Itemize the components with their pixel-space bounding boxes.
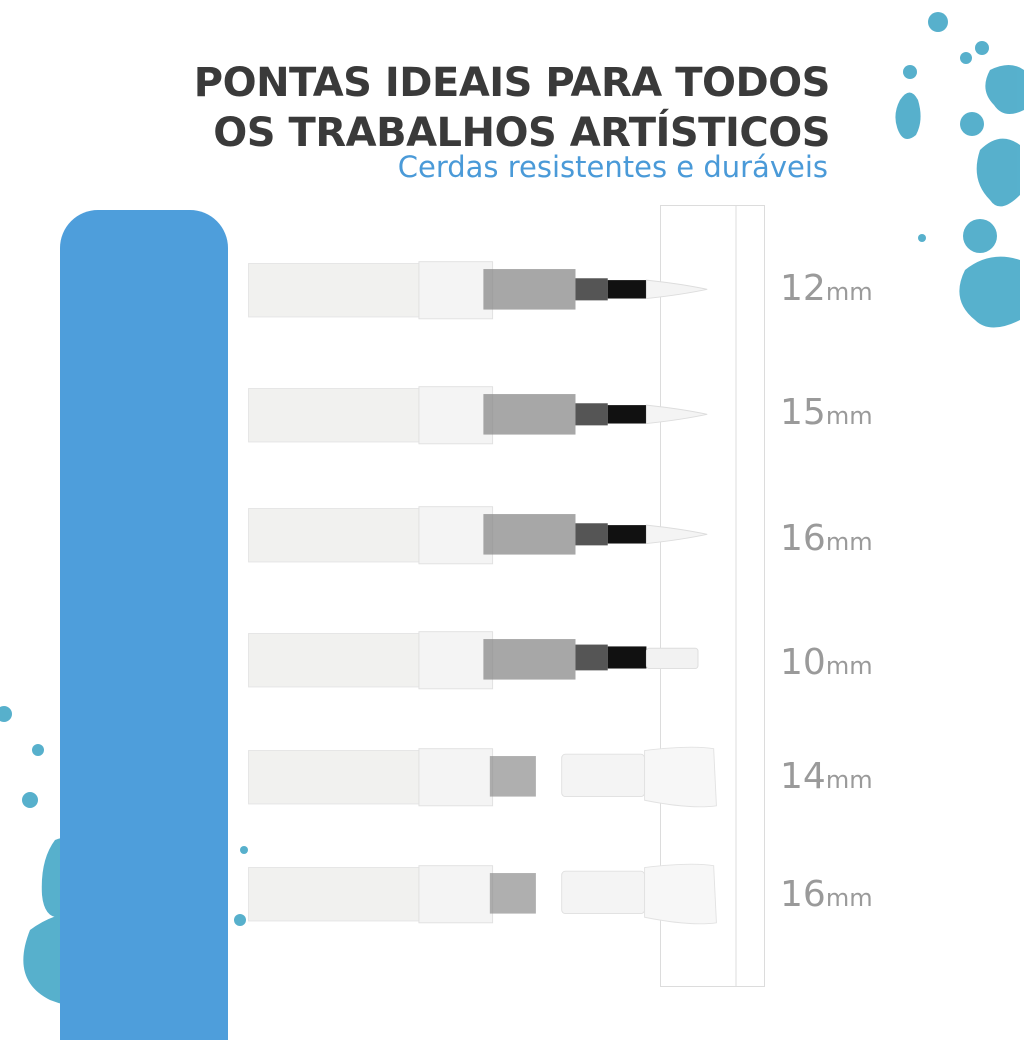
size-unit: mm — [825, 766, 873, 794]
page-subtitle: Cerdas resistentes e duráveis — [397, 150, 828, 184]
brush-size-label: 12mm — [780, 268, 873, 309]
size-unit: mm — [825, 884, 873, 912]
title-line-2: OS TRABALHOS ARTÍSTICOS — [213, 110, 830, 156]
brush-image — [248, 746, 717, 808]
brush-size-label: 16mm — [780, 518, 873, 559]
brush-image — [248, 386, 708, 445]
size-unit: mm — [825, 402, 873, 430]
title-line-1: PONTAS IDEAIS PARA TODOS — [193, 60, 831, 106]
brush-image — [248, 863, 717, 925]
size-number: 14 — [780, 756, 826, 797]
brush-image — [248, 631, 699, 690]
watercolor-splash-top-right — [895, 12, 1024, 328]
size-unit: mm — [825, 278, 873, 306]
size-number: 12 — [780, 268, 826, 309]
size-unit: mm — [825, 528, 873, 556]
brush-image — [248, 506, 708, 565]
size-number: 16 — [780, 874, 826, 915]
blue-side-bar — [60, 210, 228, 1040]
size-number: 10 — [780, 642, 826, 683]
measurement-guide — [660, 205, 765, 987]
size-unit: mm — [825, 652, 873, 680]
brush-size-label: 16mm — [780, 874, 873, 915]
brush-size-label: 14mm — [780, 756, 873, 797]
brush-size-label: 10mm — [780, 642, 873, 683]
brush-size-label: 15mm — [780, 392, 873, 433]
page-title: PONTAS IDEAIS PARA TODOS OS TRABALHOS AR… — [193, 58, 831, 158]
size-number: 16 — [780, 518, 826, 559]
brush-image — [248, 261, 708, 320]
size-number: 15 — [780, 392, 826, 433]
